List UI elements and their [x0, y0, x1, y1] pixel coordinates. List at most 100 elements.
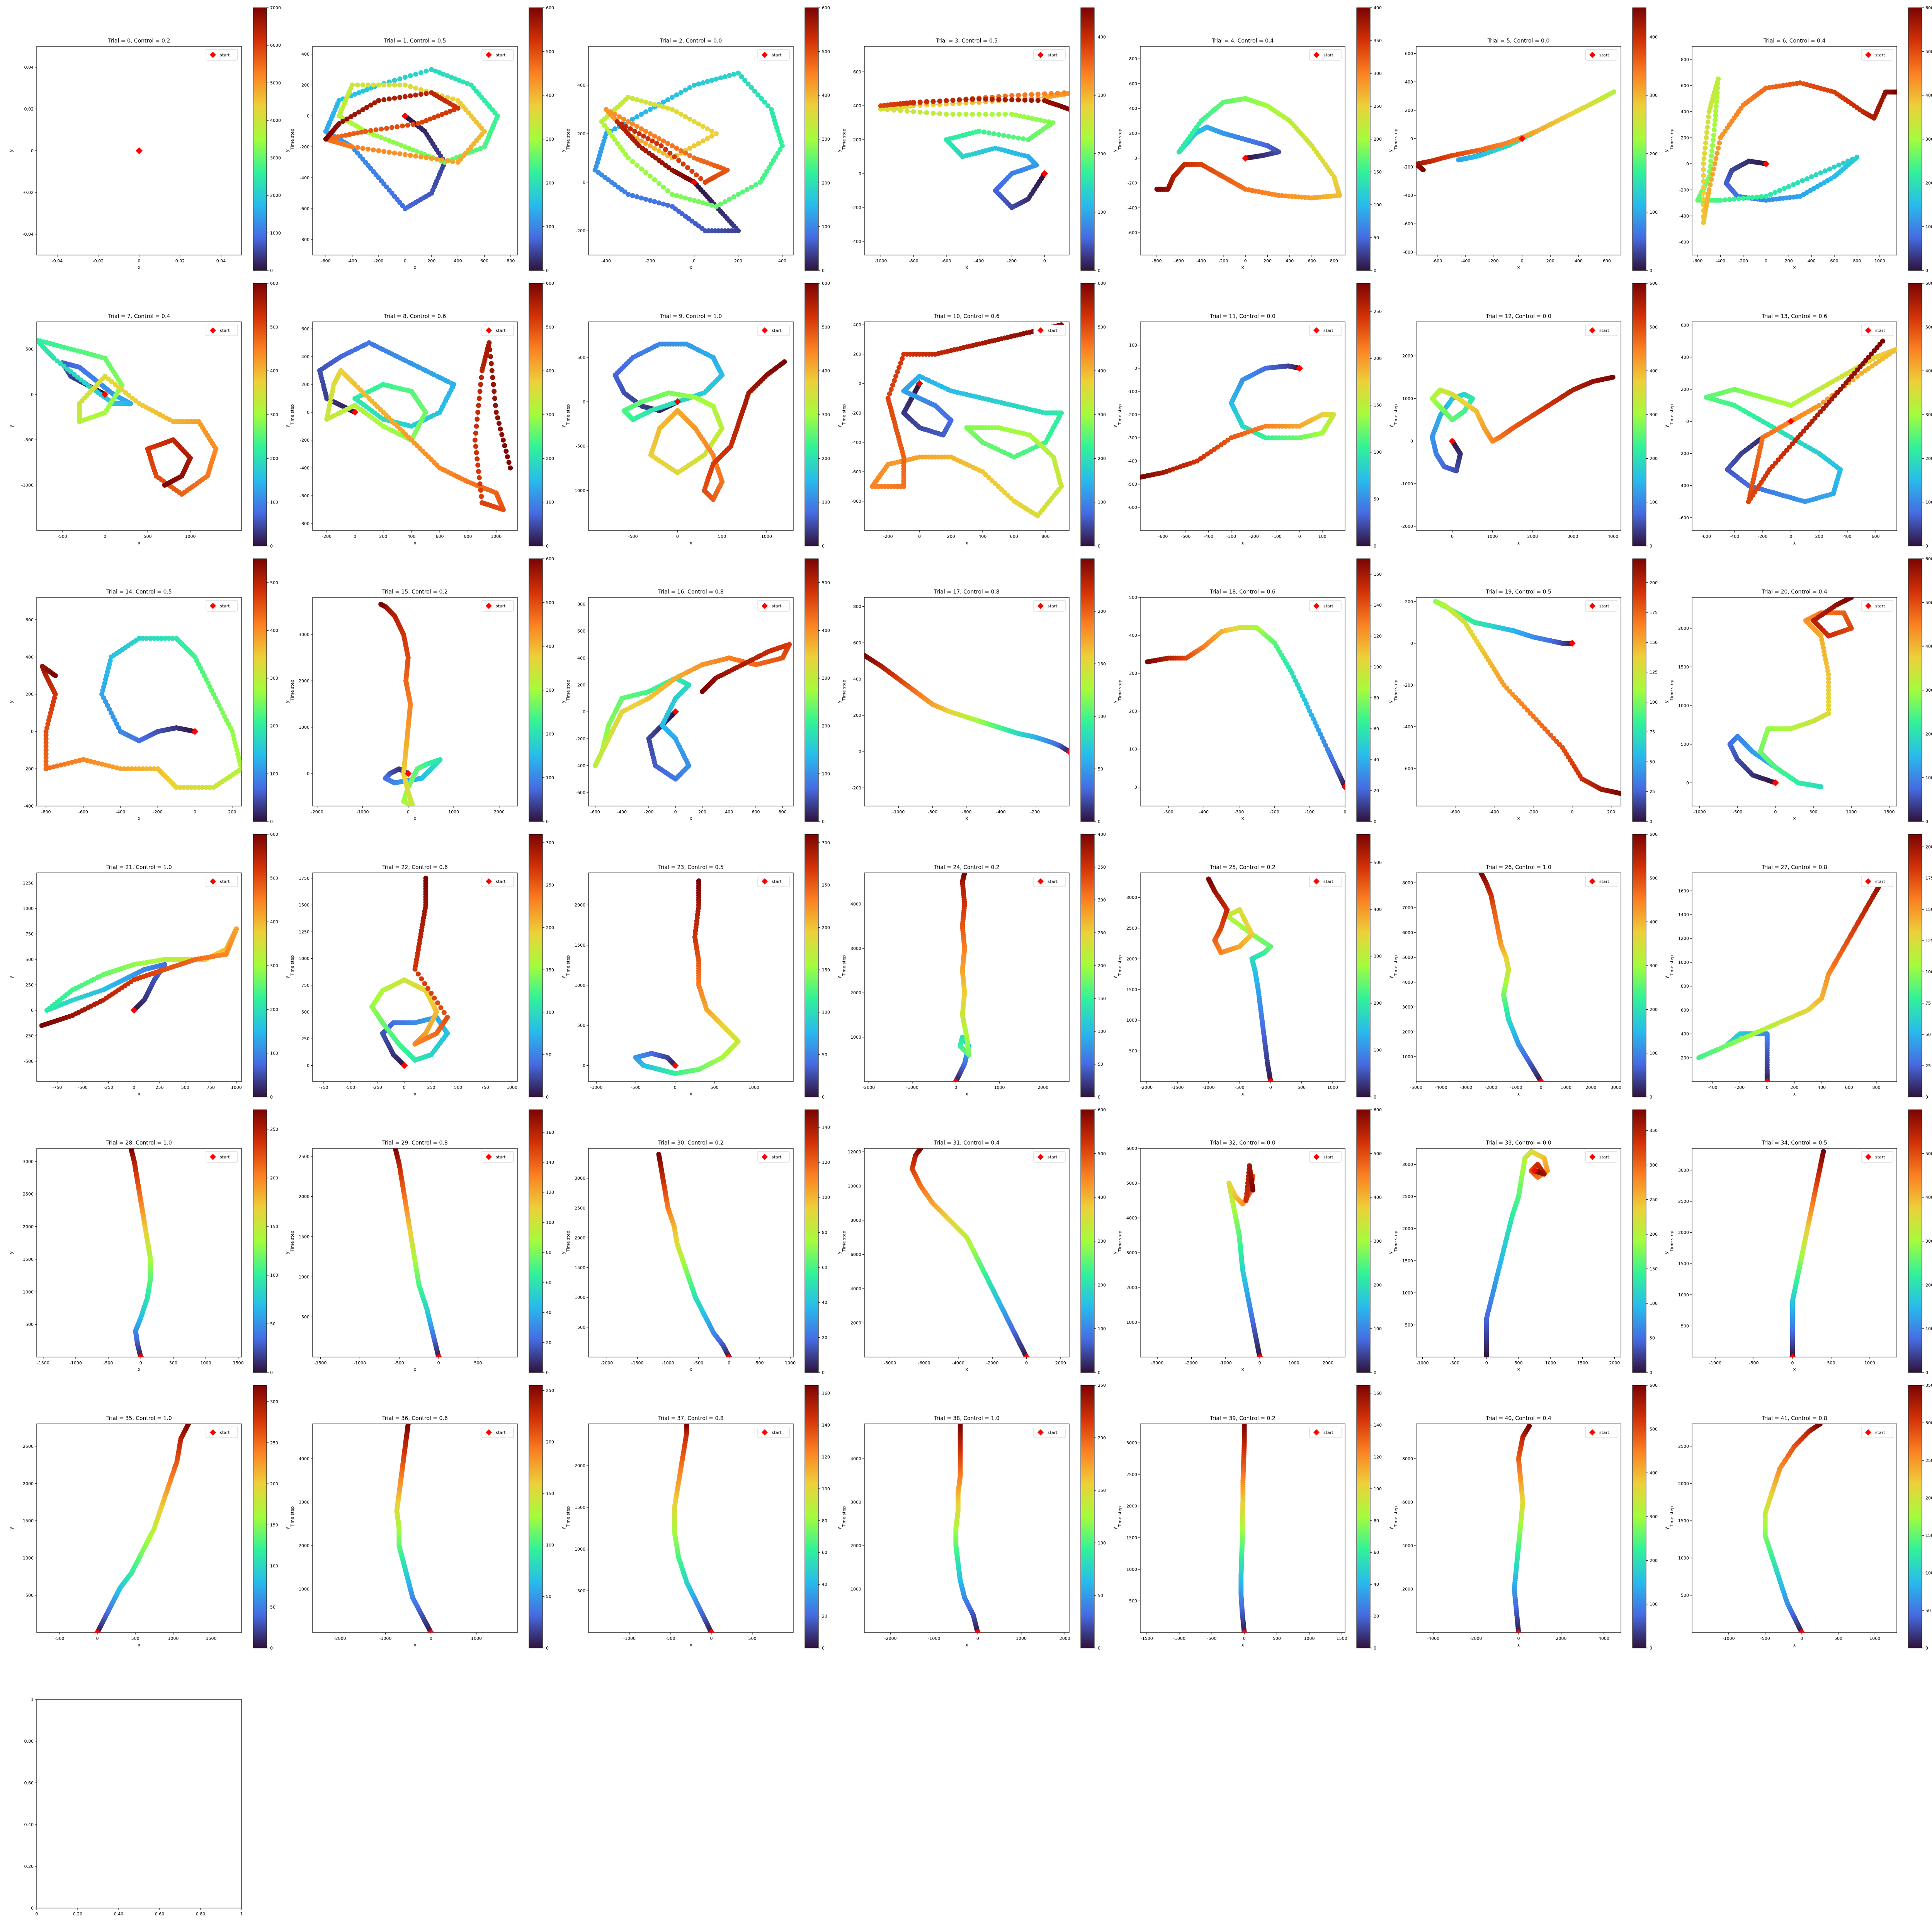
trajectory-point: [617, 114, 622, 119]
colorbar-tick-label: 600: [1925, 5, 1932, 10]
trajectory-point: [764, 168, 770, 174]
trajectory-point: [661, 138, 666, 144]
trajectory-point: [336, 98, 342, 103]
trajectory-point: [990, 97, 995, 102]
trajectory-point: [1767, 467, 1772, 472]
colorbar-tick-label: 300: [1650, 412, 1658, 417]
trajectory-point: [989, 478, 995, 483]
trajectory-point: [1770, 464, 1775, 469]
trajectory-point: [950, 98, 956, 103]
trajectory-point: [652, 133, 657, 139]
trajectory-point: [700, 80, 706, 85]
trajectory-point: [474, 456, 480, 462]
colorbar: [804, 283, 819, 546]
trajectory: [592, 70, 785, 233]
colorbar: [1908, 283, 1922, 546]
x-tick-label: 2000: [494, 810, 505, 815]
colorbar-tick-label: 0: [1374, 544, 1376, 549]
trajectory-point: [400, 123, 405, 129]
colorbar: [1632, 283, 1646, 546]
trajectory-point: [364, 87, 369, 92]
trajectory-point: [1009, 97, 1015, 102]
subplot-title: Trial = 13, Control = 0.6: [1761, 313, 1827, 320]
legend-start-marker: [1037, 327, 1044, 333]
trajectory-point: [339, 133, 344, 139]
trajectory-point: [58, 361, 63, 366]
trajectory-point: [359, 129, 364, 135]
legend-label: start: [220, 53, 230, 58]
trajectory-point: [623, 151, 628, 157]
legend-box: [1585, 325, 1617, 336]
colorbar-tick-label: 200: [822, 180, 830, 185]
trajectory-point: [71, 372, 77, 377]
trajectory-point: [705, 126, 710, 131]
trajectory-point: [626, 119, 631, 124]
trajectory-point: [379, 126, 384, 132]
trajectory-point: [991, 131, 997, 136]
legend-start-marker: [486, 52, 492, 58]
trajectory-point: [1823, 403, 1829, 408]
colorbar: [1356, 283, 1371, 546]
subplot-title: Trial = 10, Control = 0.6: [934, 313, 1000, 320]
trajectory-point: [360, 146, 366, 151]
trajectory-point: [1891, 349, 1896, 354]
trajectory-point: [648, 173, 653, 179]
colorbar-label: Time step: [566, 404, 571, 425]
trajectory-point: [364, 105, 369, 110]
colorbar-tick-label: 100: [1098, 210, 1106, 215]
trajectory-point: [373, 127, 379, 133]
trajectory-point: [1876, 359, 1882, 364]
trajectory-point: [740, 189, 745, 195]
x-tick-label: 400: [778, 259, 786, 264]
y-tick-label: -200: [300, 145, 310, 150]
x-tick-label: 0: [918, 534, 921, 539]
trajectory-point: [1035, 98, 1041, 103]
trajectory-point: [661, 201, 666, 207]
subplot-title: Trial = 0, Control = 0.2: [108, 38, 170, 44]
y-tick-label: -600: [1403, 221, 1413, 226]
x-tick-label: 200: [427, 259, 435, 264]
trajectory-point: [924, 110, 929, 116]
trajectory-point: [999, 487, 1004, 492]
trajectory-point: [503, 449, 509, 454]
colorbar-tick-label: 100: [270, 500, 278, 505]
trajectory-point: [452, 76, 458, 82]
trajectory-point: [476, 403, 481, 408]
trajectory-point: [360, 88, 366, 94]
trajectory-point: [476, 396, 482, 401]
trajectory-point: [1006, 134, 1011, 139]
x-tick-label: 0: [1451, 534, 1454, 539]
x-axis-label: x: [413, 816, 416, 821]
y-tick-label: -200: [1128, 412, 1137, 417]
trajectory-point: [615, 141, 620, 146]
colorbar-tick-label: 300: [1374, 71, 1382, 76]
trajectory-point: [480, 500, 485, 505]
trajectory-point: [478, 146, 483, 151]
colorbar-tick-label: 4000: [270, 118, 281, 123]
y-tick-label: -200: [576, 228, 585, 233]
trajectory-point: [895, 369, 900, 374]
trajectory-point: [107, 706, 112, 712]
x-tick-label: 0: [693, 259, 696, 264]
x-tick-label: 0: [194, 810, 196, 815]
trajectory-point: [762, 172, 767, 178]
trajectory-point: [1877, 342, 1883, 347]
trajectory-point: [718, 75, 723, 81]
trajectory: [317, 340, 513, 512]
colorbar-tick-label: 100: [1098, 500, 1106, 505]
trajectory-point: [343, 133, 348, 138]
trajectory-point: [423, 68, 429, 74]
trajectory-point: [192, 654, 197, 660]
y-axis-label: y: [560, 425, 566, 427]
subplot-4: -800 -600 -400 -200 0 200 400 600 800-600-400-20…: [1112, 5, 1398, 273]
colorbar-tick-label: 300: [822, 412, 830, 417]
trajectory-point: [656, 136, 662, 141]
trajectory-point: [386, 82, 392, 88]
trajectory-point: [1003, 94, 1008, 99]
trajectory-point: [1029, 92, 1034, 97]
trajectory-point: [112, 718, 117, 723]
x-axis-label: x: [1517, 540, 1520, 546]
colorbar-tick-label: 200: [1925, 180, 1932, 185]
trajectory-point: [628, 126, 633, 131]
trajectory-point: [418, 70, 423, 75]
